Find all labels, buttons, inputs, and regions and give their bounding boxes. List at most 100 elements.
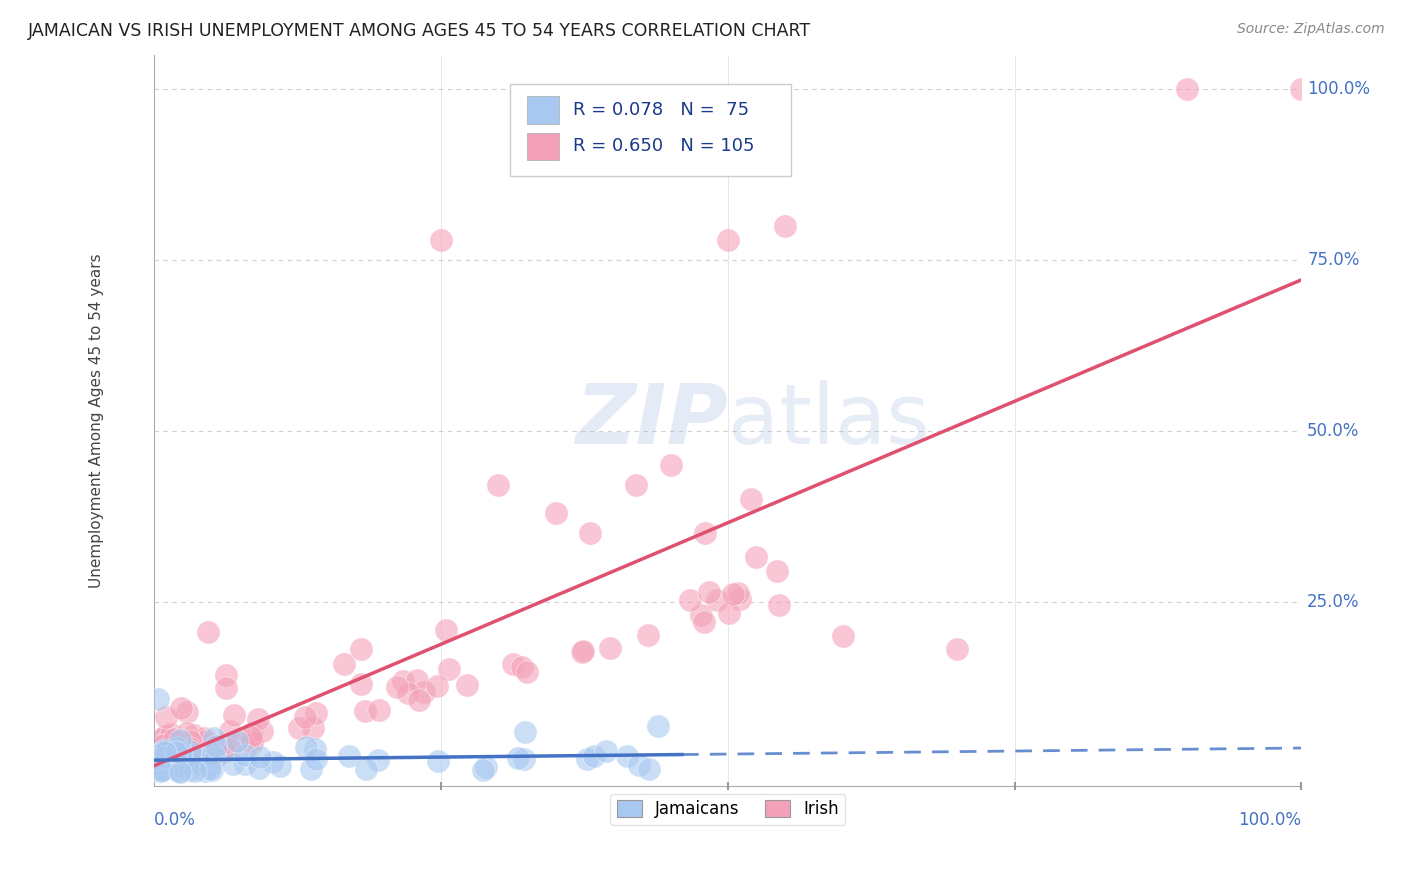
Point: [176, 726, 198, 740]
Point: [205, 739, 228, 754]
Point: [233, 756, 256, 771]
Point: [143, 756, 166, 771]
Point: [391, 673, 413, 688]
Point: [408, 693, 430, 707]
Point: [177, 755, 200, 769]
Point: [354, 762, 377, 776]
Point: [706, 593, 728, 607]
Point: [659, 458, 682, 472]
Point: [240, 726, 263, 740]
Point: [152, 743, 174, 757]
Point: [153, 729, 176, 743]
Point: [153, 745, 176, 759]
Point: [153, 750, 176, 764]
Point: [146, 755, 169, 769]
Point: [768, 598, 790, 612]
Point: [200, 744, 222, 758]
Point: [225, 737, 247, 751]
Point: [159, 761, 181, 775]
Point: [766, 564, 789, 578]
Point: [179, 741, 201, 756]
Point: [513, 752, 536, 766]
Text: 0.0%: 0.0%: [155, 812, 197, 830]
Point: [728, 591, 751, 606]
Point: [233, 747, 256, 762]
Point: [146, 760, 169, 774]
Point: [368, 702, 391, 716]
Point: [150, 738, 173, 752]
Point: [169, 701, 191, 715]
Point: [294, 710, 316, 724]
Point: [240, 730, 263, 744]
Point: [426, 754, 449, 768]
Point: [152, 738, 174, 752]
Point: [595, 743, 617, 757]
Text: Source: ZipAtlas.com: Source: ZipAtlas.com: [1237, 22, 1385, 37]
Point: [572, 644, 595, 658]
Point: [1175, 82, 1198, 96]
Point: [201, 763, 224, 777]
Point: [304, 741, 326, 756]
Point: [471, 763, 494, 777]
Text: 100.0%: 100.0%: [1239, 812, 1302, 830]
Point: [145, 754, 167, 768]
Point: [215, 668, 238, 682]
Point: [333, 657, 356, 672]
Point: [305, 751, 328, 765]
Legend: Jamaicans, Irish: Jamaicans, Irish: [610, 794, 845, 825]
Point: [294, 740, 316, 755]
Point: [146, 756, 169, 770]
Point: [456, 678, 478, 692]
Point: [169, 764, 191, 778]
Text: R = 0.650   N = 105: R = 0.650 N = 105: [574, 137, 755, 155]
Point: [353, 704, 375, 718]
Point: [176, 705, 198, 719]
Point: [183, 728, 205, 742]
Point: [200, 743, 222, 757]
Point: [148, 746, 170, 760]
Point: [637, 628, 659, 642]
Point: [149, 764, 172, 778]
Point: [207, 747, 229, 762]
Point: [195, 749, 218, 764]
Point: [153, 761, 176, 775]
Point: [162, 761, 184, 775]
Point: [727, 586, 749, 600]
FancyBboxPatch shape: [527, 96, 560, 124]
Point: [582, 748, 605, 763]
Point: [215, 681, 238, 696]
Point: [222, 757, 245, 772]
Point: [721, 587, 744, 601]
Point: [146, 691, 169, 706]
Point: [224, 708, 246, 723]
Point: [163, 731, 186, 746]
Point: [212, 742, 235, 756]
Point: [198, 762, 221, 776]
Point: [201, 747, 224, 761]
Point: [190, 752, 212, 766]
Point: [693, 526, 716, 541]
Point: [208, 747, 231, 761]
Point: [693, 615, 716, 629]
Point: [946, 642, 969, 657]
Point: [240, 736, 263, 750]
Point: [262, 756, 284, 770]
Point: [288, 721, 311, 735]
Point: [148, 755, 170, 769]
Point: [172, 755, 194, 769]
Point: [152, 745, 174, 759]
Point: [301, 721, 323, 735]
Point: [406, 673, 429, 687]
Point: [1291, 82, 1313, 96]
Point: [508, 750, 530, 764]
Point: [184, 764, 207, 779]
Point: [214, 744, 236, 758]
Point: [166, 763, 188, 777]
Point: [155, 756, 177, 770]
Point: [193, 734, 215, 748]
Point: [170, 746, 193, 760]
Point: [299, 762, 322, 776]
Point: [740, 491, 762, 506]
Point: [166, 741, 188, 756]
Point: [350, 677, 373, 691]
